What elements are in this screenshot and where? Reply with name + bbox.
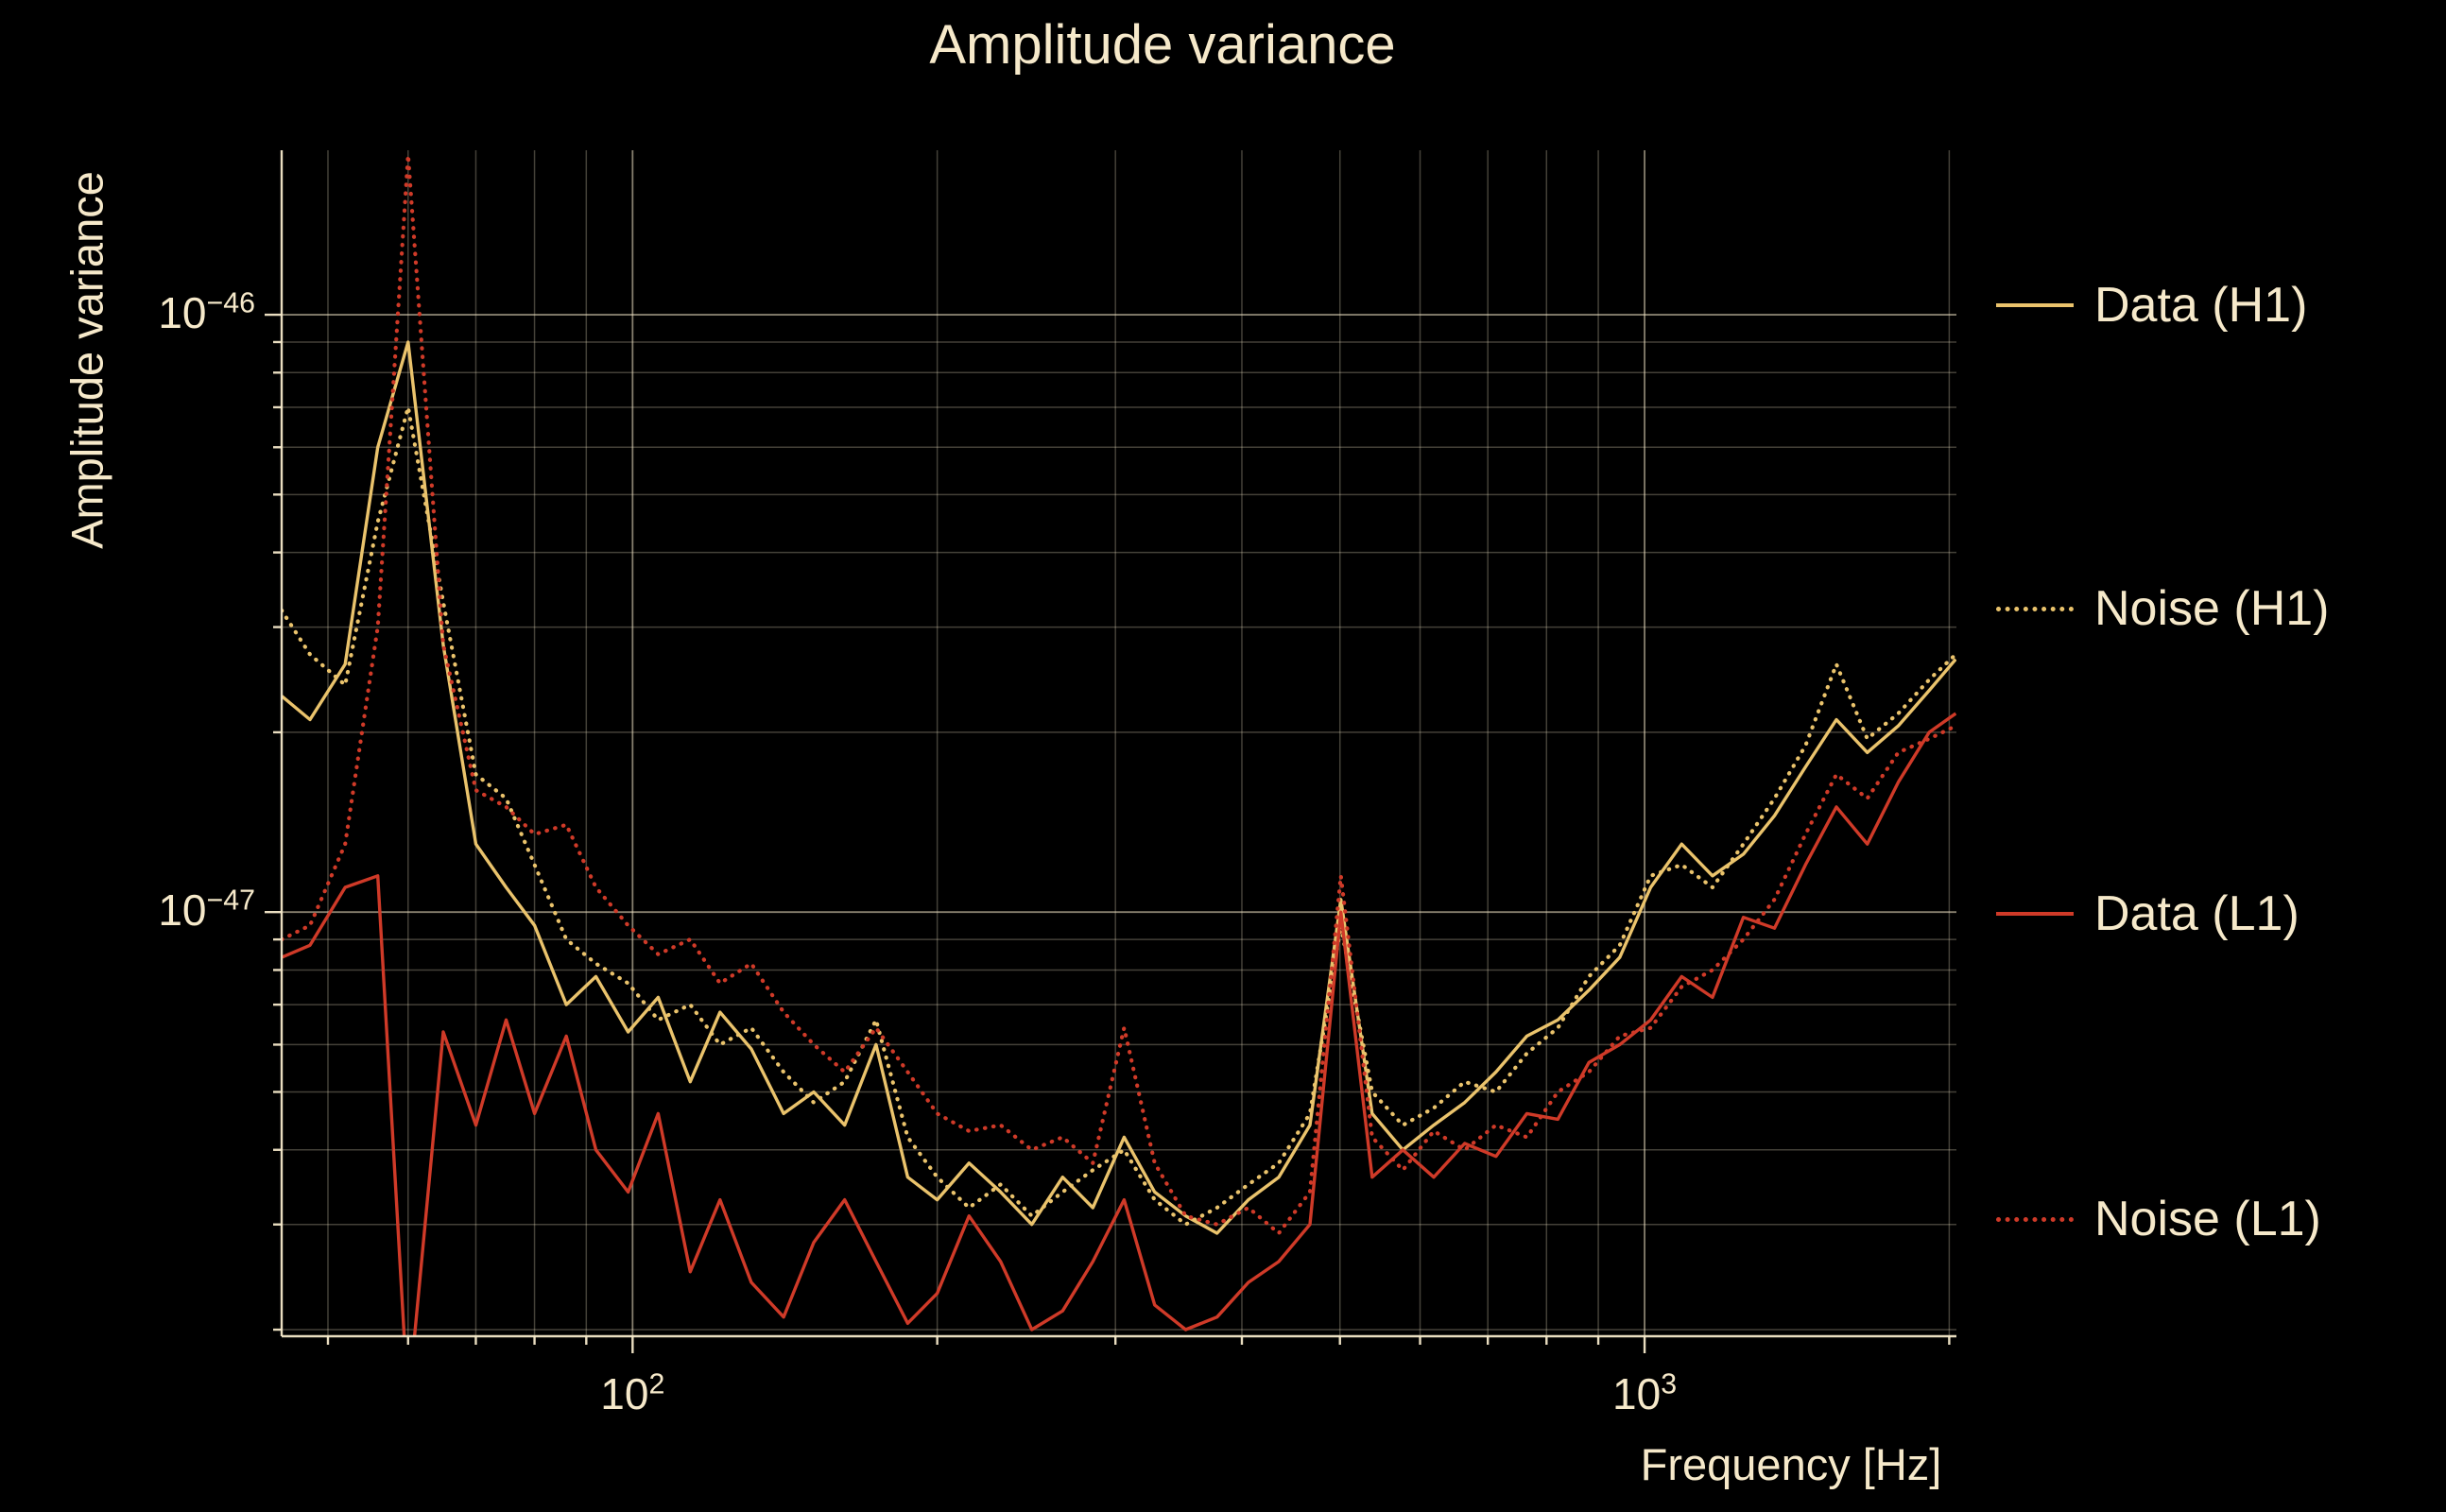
legend-entry-data-h1: Data (H1): [1996, 277, 2307, 334]
x-axis-label: Frequency [Hz]: [1640, 1439, 1942, 1489]
y-tick-exp: −46: [206, 287, 256, 319]
y-tick-label-1e-46: 10−46: [79, 287, 255, 338]
legend-label: Data (L1): [2094, 886, 2300, 941]
x-tick-exp: 3: [1661, 1368, 1678, 1400]
y-tick-base: 10: [158, 287, 207, 337]
legend-entry-data-l1: Data (L1): [1996, 885, 2300, 942]
legend-entry-noise-l1: Noise (L1): [1996, 1191, 2321, 1247]
legend-line-dotted-h1-icon: [1996, 606, 2074, 611]
x-tick-exp: 2: [648, 1368, 665, 1400]
y-tick-exp: −47: [206, 885, 256, 917]
legend-label: Noise (H1): [2094, 581, 2330, 636]
legend-line-solid-l1-icon: [1996, 912, 2074, 916]
y-tick-base: 10: [158, 885, 207, 936]
legend-entry-noise-h1: Noise (H1): [1996, 580, 2330, 637]
legend-label: Noise (L1): [2094, 1192, 2321, 1246]
y-tick-label-1e-47: 10−47: [79, 885, 255, 936]
x-tick-base: 10: [1612, 1369, 1662, 1418]
legend-line-dotted-l1-icon: [1996, 1216, 2074, 1222]
y-axis-label: Amplitude variance: [61, 171, 112, 549]
legend-label: Data (H1): [2094, 278, 2308, 333]
legend-line-solid-h1-icon: [1996, 303, 2074, 307]
chart-title: Amplitude variance: [929, 14, 1396, 76]
x-tick-label-100: 102: [600, 1368, 664, 1419]
x-tick-base: 10: [600, 1369, 649, 1418]
x-tick-label-1000: 103: [1612, 1368, 1677, 1419]
